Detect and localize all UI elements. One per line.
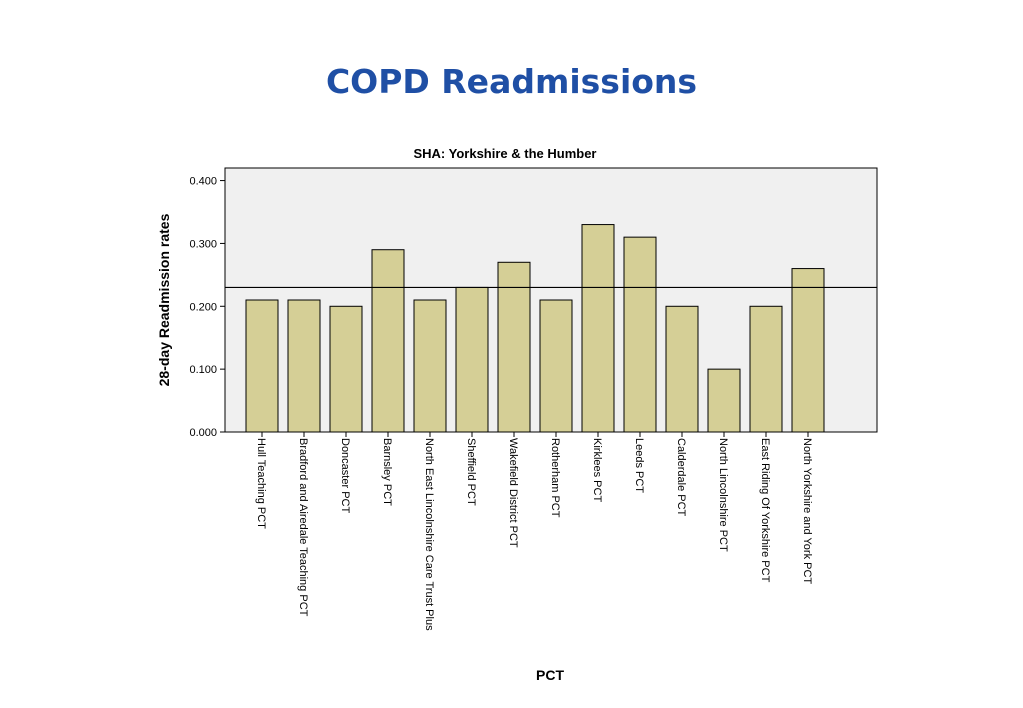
- x-tick-label: Bradford and Airedale Teaching PCT: [297, 438, 309, 617]
- bar: [455, 286, 489, 433]
- x-axis-label: PCT: [536, 667, 564, 683]
- x-tick-label: Barnsley PCT: [381, 438, 393, 506]
- bar: [623, 236, 657, 433]
- x-tick-label: Rotherham PCT: [549, 438, 561, 518]
- bar: [497, 261, 531, 433]
- x-tick-label: North Yorkshire and York PCT: [801, 438, 813, 584]
- y-axis: 0.000 0.100 0.200 0.300 0.400: [189, 176, 225, 439]
- x-tick-label: Sheffield PCT: [465, 438, 477, 506]
- bar: [329, 305, 363, 433]
- x-tick-label: Wakefield District PCT: [507, 438, 519, 548]
- bar: [791, 268, 825, 433]
- y-tick-label: 0.100: [189, 364, 217, 376]
- bar: [539, 299, 573, 433]
- x-tick-label: Hull Teaching PCT: [255, 438, 267, 529]
- x-tick-label: Leeds PCT: [633, 438, 645, 493]
- bar: [581, 224, 615, 433]
- chart-title: SHA: Yorkshire & the Humber: [413, 146, 596, 161]
- x-tick-label: Doncaster PCT: [339, 438, 351, 513]
- bar: [371, 249, 405, 433]
- x-tick-label: North Lincolnshire PCT: [717, 438, 729, 552]
- y-tick-label: 0.400: [189, 176, 217, 188]
- bars-layer: [245, 224, 825, 433]
- bar: [707, 368, 741, 433]
- bar: [413, 299, 447, 433]
- x-tick-label: Calderdale PCT: [675, 438, 687, 517]
- x-tick-label: North East Lincolnshire Care Trust Plus: [423, 438, 435, 631]
- page-title: COPD Readmissions: [325, 62, 698, 101]
- x-axis: Hull Teaching PCT Bradford and Airedale T…: [255, 432, 813, 631]
- x-tick-label: East Riding Of Yorkshire PCT: [759, 438, 771, 583]
- bar: [665, 305, 699, 433]
- y-axis-label: 28-day Readmission rates: [156, 213, 172, 386]
- x-tick-label: Kirklees PCT: [591, 438, 603, 502]
- y-tick-label: 0.300: [189, 238, 217, 250]
- y-tick-label: 0.000: [189, 427, 217, 439]
- bar: [287, 299, 321, 433]
- y-tick-label: 0.200: [189, 301, 217, 313]
- bar: [245, 299, 279, 433]
- bar: [749, 305, 783, 433]
